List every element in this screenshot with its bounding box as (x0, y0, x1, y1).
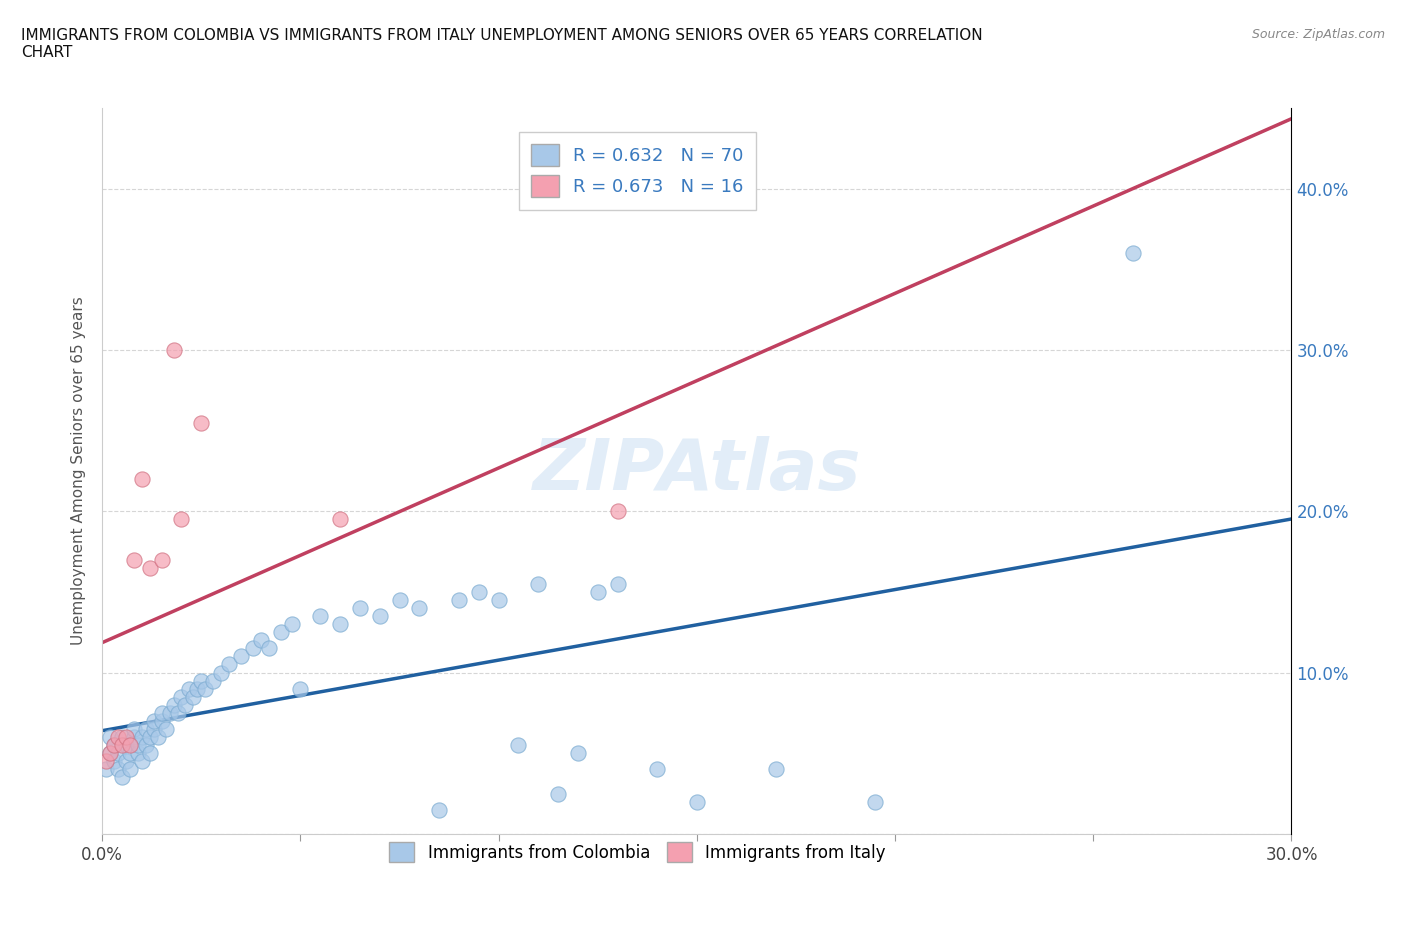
Point (150, 713, 173, 728)
Point (190, 415, 212, 430)
Point (118, 746, 141, 761)
Point (645, 762, 668, 777)
Point (257, 641, 280, 656)
Point (107, 746, 129, 761)
Point (183, 689, 205, 704)
Point (281, 617, 304, 631)
Point (166, 706, 188, 721)
Point (111, 730, 134, 745)
Point (118, 737, 141, 752)
Point (139, 560, 162, 575)
Point (1122, 246, 1144, 260)
Point (150, 552, 173, 567)
Point (468, 584, 491, 599)
Point (508, 737, 530, 752)
Point (131, 472, 153, 486)
Point (115, 730, 138, 745)
Point (547, 786, 569, 801)
Point (586, 584, 609, 599)
Point (229, 649, 252, 664)
Point (329, 617, 352, 631)
Point (107, 762, 129, 777)
Point (349, 601, 371, 616)
Point (150, 706, 173, 721)
Point (159, 706, 181, 721)
Point (309, 608, 332, 623)
Point (146, 730, 169, 745)
Point (131, 730, 153, 745)
Point (127, 737, 149, 752)
Point (122, 722, 145, 737)
Point (115, 737, 138, 752)
Point (162, 342, 184, 357)
Point (249, 632, 271, 647)
Point (329, 512, 352, 526)
Point (135, 737, 157, 752)
Point (388, 592, 411, 607)
Point (135, 722, 157, 737)
Point (290, 682, 312, 697)
Point (202, 673, 225, 688)
Point (242, 641, 264, 656)
Point (606, 577, 628, 591)
Point (270, 625, 292, 640)
Point (98, 730, 121, 745)
Point (408, 601, 430, 616)
Point (118, 762, 141, 777)
Point (686, 794, 709, 809)
Point (103, 737, 125, 752)
Point (606, 504, 628, 519)
Text: ZIPAtlas: ZIPAtlas (533, 436, 860, 505)
Point (527, 577, 550, 591)
Point (209, 665, 232, 680)
Text: IMMIGRANTS FROM COLOMBIA VS IMMIGRANTS FROM ITALY UNEMPLOYMENT AMONG SENIORS OVE: IMMIGRANTS FROM COLOMBIA VS IMMIGRANTS F… (21, 28, 983, 60)
Point (170, 689, 193, 704)
Point (368, 608, 391, 623)
Point (863, 794, 886, 809)
Point (103, 754, 125, 769)
Point (447, 592, 470, 607)
Point (127, 746, 149, 761)
Point (427, 803, 450, 817)
Y-axis label: Unemployment Among Seniors over 65 years: Unemployment Among Seniors over 65 years (72, 297, 86, 645)
Point (103, 737, 125, 752)
Point (142, 722, 165, 737)
Point (115, 754, 138, 769)
Point (139, 730, 162, 745)
Point (170, 512, 193, 526)
Point (122, 730, 145, 745)
Point (155, 722, 177, 737)
Point (96, 762, 118, 777)
Point (162, 698, 184, 712)
Point (194, 682, 217, 697)
Point (218, 658, 240, 672)
Point (190, 673, 212, 688)
Point (98, 746, 121, 761)
Legend: Immigrants from Colombia, Immigrants from Italy: Immigrants from Colombia, Immigrants fro… (382, 835, 893, 870)
Point (142, 713, 165, 728)
Point (96, 754, 118, 769)
Point (98, 746, 121, 761)
Point (174, 698, 197, 712)
Text: Source: ZipAtlas.com: Source: ZipAtlas.com (1251, 28, 1385, 41)
Point (186, 682, 208, 697)
Point (488, 592, 510, 607)
Point (111, 737, 134, 752)
Point (107, 730, 129, 745)
Point (179, 682, 201, 697)
Point (139, 746, 162, 761)
Point (131, 754, 153, 769)
Point (765, 762, 787, 777)
Point (567, 746, 589, 761)
Point (122, 552, 145, 567)
Point (111, 770, 134, 785)
